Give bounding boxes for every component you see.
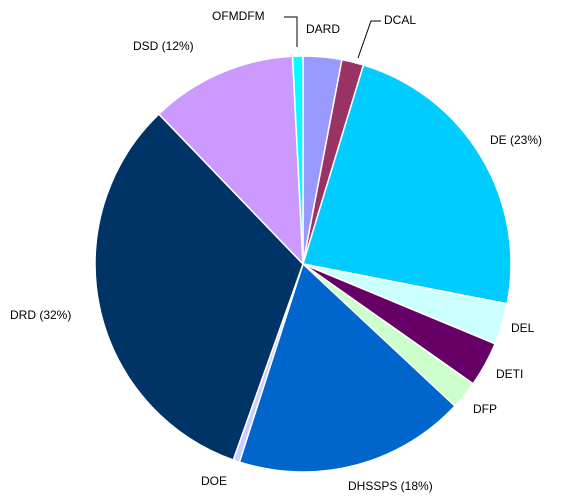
pie-slice (238, 262, 457, 473)
slice-label: DSD (12%) (133, 39, 194, 53)
slice-label: DE (23%) (490, 133, 542, 147)
slice-label: DFP (473, 402, 497, 416)
pie-slice (291, 55, 304, 265)
slice-label: DEL (511, 321, 535, 335)
slice-label: OFMDFM (212, 9, 265, 23)
slice-label: DOE (201, 474, 227, 488)
leader-line (284, 16, 298, 47)
leader-line (357, 20, 381, 59)
slice-label: DARD (306, 22, 340, 36)
pie-slice (157, 55, 304, 266)
pie-slice (302, 64, 512, 305)
slice-label: DRD (32%) (10, 308, 71, 322)
pie-slice (94, 113, 304, 461)
slice-label: DCAL (384, 13, 416, 27)
slice-label: DHSSPS (18%) (348, 479, 433, 493)
slice-label: DETI (496, 367, 523, 381)
